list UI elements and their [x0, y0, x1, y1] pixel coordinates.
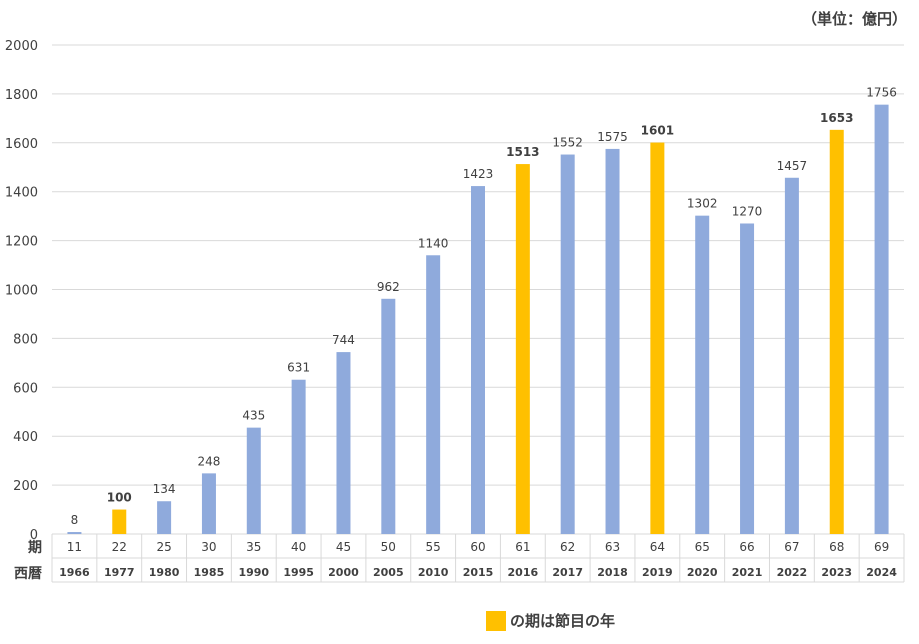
- y-tick-label: 1000: [5, 284, 38, 299]
- year-label: 2017: [552, 566, 583, 579]
- data-label: 1457: [777, 159, 808, 173]
- bar: [426, 255, 441, 534]
- year-label: 2024: [866, 566, 897, 579]
- period-label: 11: [67, 540, 82, 554]
- period-label: 64: [650, 540, 665, 554]
- bar: [157, 501, 172, 534]
- legend-label: の期は節目の年: [510, 612, 616, 630]
- bar: [874, 104, 889, 535]
- year-label: 2018: [597, 566, 628, 579]
- period-label: 60: [470, 540, 485, 554]
- bar: [112, 509, 127, 534]
- bar: [560, 154, 575, 534]
- year-label: 2005: [373, 566, 404, 579]
- data-label: 1423: [463, 167, 494, 181]
- data-label: 744: [332, 333, 355, 347]
- year-label: 1977: [104, 566, 135, 579]
- data-label: 1270: [732, 204, 763, 218]
- bar: [381, 298, 396, 534]
- bar: [201, 473, 216, 534]
- data-label: 1756: [866, 86, 897, 100]
- y-tick-label: 1600: [5, 137, 38, 152]
- data-label: 8: [71, 513, 79, 527]
- data-label: 1575: [597, 130, 628, 144]
- year-label: 1990: [238, 566, 269, 579]
- data-label: 1653: [820, 111, 853, 125]
- y-tick-label: 1200: [5, 235, 38, 250]
- data-label: 100: [107, 491, 132, 505]
- bar: [515, 164, 530, 534]
- bar: [336, 352, 351, 534]
- bar: [67, 532, 82, 534]
- period-label: 61: [515, 540, 530, 554]
- data-label: 435: [242, 409, 265, 423]
- data-label: 1601: [641, 124, 674, 138]
- period-label: 55: [426, 540, 441, 554]
- data-label: 1140: [418, 236, 449, 250]
- data-label: 134: [153, 482, 176, 496]
- data-label: 248: [197, 454, 220, 468]
- year-label: 2021: [732, 566, 763, 579]
- legend-swatch-milestone: [486, 610, 506, 631]
- bar: [605, 148, 620, 534]
- period-label: 62: [560, 540, 575, 554]
- period-label: 68: [829, 540, 844, 554]
- data-label: 962: [377, 280, 400, 294]
- bar-chart: 0 200 400 600 800 1000 1200 1400 1600 1800 2000 期西暦…: [5, 39, 905, 583]
- y-tick-label: 600: [13, 381, 38, 396]
- row-label-year: 西暦: [14, 566, 42, 582]
- period-label: 63: [605, 540, 620, 554]
- year-label: 1985: [194, 566, 225, 579]
- y-tick-label: 0: [30, 528, 38, 543]
- data-label: 631: [287, 361, 310, 375]
- year-label: 2015: [463, 566, 494, 579]
- bar: [829, 129, 844, 535]
- bar: [695, 215, 710, 534]
- year-label: 2016: [508, 566, 539, 579]
- period-label: 45: [336, 540, 351, 554]
- period-label: 50: [381, 540, 396, 554]
- unit-label: （単位：億円）: [801, 10, 907, 28]
- bar: [740, 223, 755, 535]
- legend: の期は節目の年: [486, 610, 615, 631]
- period-label: 40: [291, 540, 306, 554]
- y-tick-label: 1800: [5, 88, 38, 103]
- y-tick-label: 200: [13, 479, 38, 494]
- year-label: 2019: [642, 566, 673, 579]
- bar: [784, 177, 799, 535]
- period-label: 25: [156, 540, 171, 554]
- year-label: 2023: [821, 566, 852, 579]
- period-label: 30: [201, 540, 216, 554]
- year-label: 2022: [777, 566, 808, 579]
- data-label: 1302: [687, 197, 718, 211]
- row-label-period: 期: [28, 540, 42, 556]
- year-label: 1980: [149, 566, 180, 579]
- data-label: 1513: [506, 145, 539, 159]
- period-label: 22: [112, 540, 127, 554]
- y-tick-label: 1400: [5, 186, 38, 201]
- year-label: 2020: [687, 566, 718, 579]
- y-tick-label: 2000: [5, 39, 38, 54]
- bar: [246, 427, 261, 534]
- year-label: 1966: [59, 566, 90, 579]
- year-label: 1995: [283, 566, 314, 579]
- year-label: 2010: [418, 566, 449, 579]
- period-label: 66: [739, 540, 754, 554]
- data-label: 1552: [552, 136, 583, 150]
- period-label: 65: [695, 540, 710, 554]
- period-label: 35: [246, 540, 261, 554]
- y-tick-label: 800: [13, 332, 38, 347]
- bar: [650, 142, 665, 535]
- period-label: 69: [874, 540, 889, 554]
- y-tick-label: 400: [13, 430, 38, 445]
- year-label: 2000: [328, 566, 359, 579]
- bar: [291, 379, 306, 534]
- bar: [471, 186, 485, 534]
- period-label: 67: [784, 540, 799, 554]
